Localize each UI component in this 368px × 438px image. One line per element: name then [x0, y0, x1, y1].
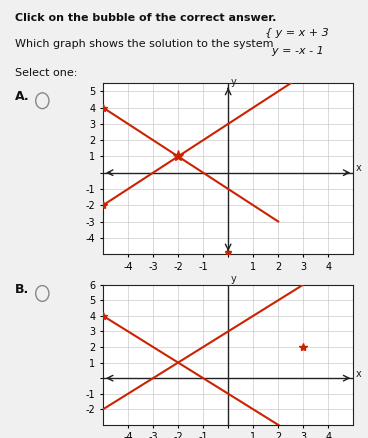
- Text: x: x: [356, 369, 361, 378]
- Text: x: x: [356, 163, 361, 173]
- Text: Select one:: Select one:: [15, 68, 77, 78]
- Text: Which graph shows the solution to the system: Which graph shows the solution to the sy…: [15, 39, 273, 49]
- Text: { y = x + 3: { y = x + 3: [265, 28, 329, 39]
- Text: y: y: [231, 77, 236, 87]
- Text: y = -x - 1: y = -x - 1: [265, 46, 324, 56]
- Text: B.: B.: [15, 283, 29, 296]
- Text: A.: A.: [15, 90, 29, 103]
- Text: y: y: [231, 274, 236, 283]
- Text: Click on the bubble of the correct answer.: Click on the bubble of the correct answe…: [15, 13, 276, 23]
